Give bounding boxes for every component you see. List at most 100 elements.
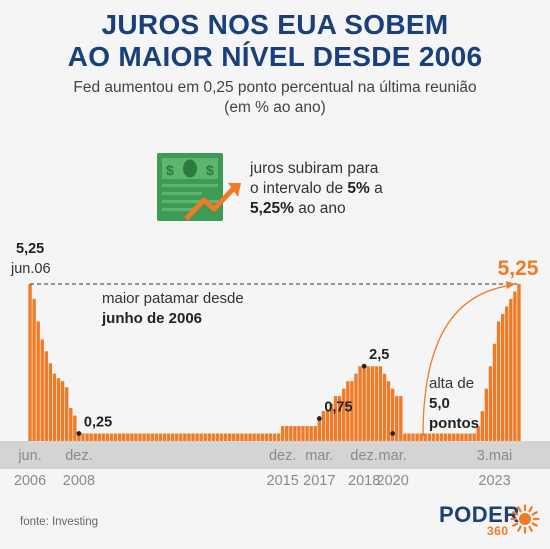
svg-text:$: $ <box>206 162 214 178</box>
bar <box>382 373 387 441</box>
bar <box>81 433 85 441</box>
bar <box>154 433 159 441</box>
bar <box>411 433 415 441</box>
bar <box>325 411 330 441</box>
bar <box>207 433 211 441</box>
bar <box>32 298 36 441</box>
peak-note-line-2: junho de 2006 <box>101 310 202 327</box>
bar <box>399 396 403 441</box>
data-point-marker <box>390 431 396 436</box>
bar <box>350 381 354 441</box>
bar <box>309 426 313 441</box>
logo-number: 360 <box>487 524 509 538</box>
callout-line-3: 5,25% ao ano <box>250 199 410 219</box>
x-tick-label: mar. <box>305 448 333 464</box>
bar <box>280 426 285 441</box>
bar <box>317 418 321 441</box>
bar <box>52 373 57 441</box>
bar <box>272 433 277 441</box>
sun-logo-icon <box>510 504 540 534</box>
bar <box>460 433 464 441</box>
bar <box>346 381 350 441</box>
x-tick-label: 2015 <box>267 473 299 489</box>
bar <box>480 411 484 441</box>
bar <box>472 433 476 441</box>
bar <box>476 426 480 441</box>
rise-note-line-3: pontos <box>429 415 479 432</box>
bar <box>305 426 309 441</box>
bar <box>142 433 146 441</box>
sun-ray <box>531 511 538 516</box>
bar <box>452 433 456 441</box>
bar <box>227 433 232 441</box>
callout-suffix: ao ano <box>293 200 346 217</box>
x-tick-label: 2020 <box>377 473 409 489</box>
bar <box>297 426 301 441</box>
callout-bold-1: 5% <box>347 180 370 197</box>
bar <box>60 381 65 441</box>
bar <box>187 433 191 441</box>
sun-ray <box>512 522 519 527</box>
bar <box>48 363 53 441</box>
bar <box>464 433 468 441</box>
bar <box>252 433 256 441</box>
bar <box>101 433 106 441</box>
bar <box>223 433 228 441</box>
bar <box>65 387 69 441</box>
money-rising-icon: $ $ <box>157 153 241 221</box>
bar <box>431 433 436 441</box>
bar <box>256 433 260 441</box>
bar <box>301 426 305 441</box>
bar <box>215 433 220 441</box>
bar <box>378 366 383 441</box>
bar <box>69 408 73 441</box>
x-tick-label: mar. <box>379 448 407 464</box>
rise-note-line-2: 5,0 <box>429 395 450 412</box>
bar <box>468 433 472 441</box>
bar <box>175 433 179 441</box>
bar <box>448 433 452 441</box>
callout-sep: a <box>369 180 383 197</box>
bar <box>113 433 118 441</box>
bar <box>313 426 317 441</box>
bar <box>166 433 171 441</box>
data-point-marker <box>76 431 82 436</box>
bar <box>126 433 130 441</box>
bar <box>130 433 134 441</box>
bar <box>244 433 248 441</box>
bar <box>232 433 236 441</box>
rise-note-line-1: alta de <box>429 375 474 392</box>
bar <box>362 366 366 441</box>
title-line-1: JUROS NOS EUA SOBEM <box>101 9 449 40</box>
bar <box>191 433 195 441</box>
bar <box>423 433 427 441</box>
bar <box>158 433 163 441</box>
bar <box>146 433 150 441</box>
bar <box>285 426 289 441</box>
bar <box>509 298 513 441</box>
data-label-latest: 5,25 <box>498 257 539 280</box>
bar <box>407 433 411 441</box>
callout-bold-2: 5,25% <box>250 200 294 217</box>
x-tick-label: 2008 <box>63 473 95 489</box>
subtitle-line-1: Fed aumentou em 0,25 ponto percentual na… <box>73 79 477 96</box>
bar <box>358 366 362 441</box>
data-label: 0,75 <box>324 400 352 416</box>
bar <box>500 313 505 441</box>
sun-ray <box>512 511 519 516</box>
bar <box>97 433 101 441</box>
source-note: fonte: Investing <box>20 516 98 528</box>
bar <box>386 381 391 441</box>
callout-line-1: juros subiram para <box>250 160 379 177</box>
bar <box>419 433 423 441</box>
bar <box>93 433 97 441</box>
bar <box>219 433 224 441</box>
bar <box>122 433 126 441</box>
bar <box>435 433 440 441</box>
bar <box>415 433 419 441</box>
bar <box>56 378 61 441</box>
bar <box>89 433 93 441</box>
bar <box>338 396 342 441</box>
x-tick-label: 2017 <box>303 473 335 489</box>
